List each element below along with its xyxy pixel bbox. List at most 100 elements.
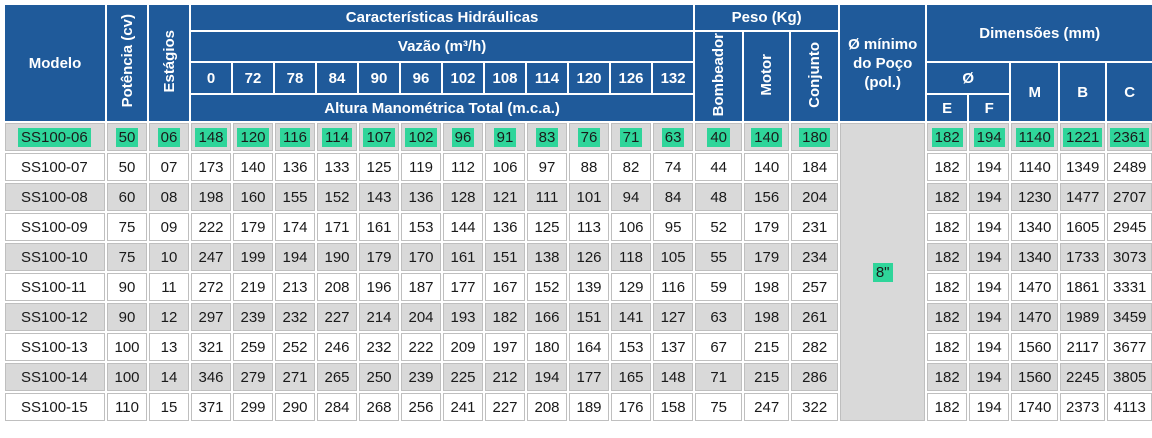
head-cell: 198 <box>191 183 231 211</box>
dimension-cell: 2117 <box>1060 333 1106 361</box>
head-cell-value: 232 <box>366 338 392 356</box>
model-cell: SS100-15 <box>5 393 105 421</box>
dimension-cell-value: 3805 <box>1113 368 1147 386</box>
head-cell-value: 290 <box>282 398 308 416</box>
stages-cell-value: 09 <box>160 218 178 236</box>
power-cell: 75 <box>107 243 147 271</box>
dimension-cell: 3073 <box>1107 243 1152 271</box>
model-cell-value: SS100-06 <box>18 127 91 147</box>
head-cell: 232 <box>359 333 399 361</box>
head-cell: 101 <box>569 183 609 211</box>
weight-cell-value: 63 <box>710 308 728 326</box>
head-cell: 136 <box>275 153 315 181</box>
dimension-cell-value: 182 <box>934 398 960 416</box>
dimension-cell-value: 1349 <box>1066 158 1100 176</box>
dimension-cell-value: 3677 <box>1113 338 1147 356</box>
power-cell-value: 50 <box>115 127 139 147</box>
head-cell-value: 247 <box>198 248 224 266</box>
head-cell: 196 <box>359 273 399 301</box>
head-cell: 83 <box>527 123 567 151</box>
head-cell: 91 <box>485 123 525 151</box>
head-cell: 297 <box>191 303 231 331</box>
weight-cell-value: 215 <box>754 368 780 386</box>
head-cell: 121 <box>485 183 525 211</box>
head-cell-value: 126 <box>576 248 602 266</box>
head-cell: 194 <box>275 243 315 271</box>
weight-cell-value: 282 <box>802 338 828 356</box>
flow-rate-header: 132 <box>653 63 694 93</box>
head-cell-value: 91 <box>493 127 517 147</box>
table-body: SS100-06 50 06 148 120 116 114 107 102 96 91 83 76 71… <box>5 123 1152 421</box>
weight-cell: 179 <box>744 243 790 271</box>
weight-cell-value: 59 <box>710 278 728 296</box>
head-cell: 225 <box>443 363 483 391</box>
head-cell-value: 74 <box>664 158 682 176</box>
dimension-cell-value: 182 <box>934 308 960 326</box>
header-potencia-label: Potência (cv) <box>118 14 136 108</box>
weight-cell-value: 247 <box>754 398 780 416</box>
stages-cell: 08 <box>149 183 189 211</box>
dimension-cell-value: 4113 <box>1113 398 1146 416</box>
head-cell-value: 167 <box>492 278 518 296</box>
head-cell-value: 140 <box>240 158 266 176</box>
head-cell: 271 <box>275 363 315 391</box>
dimension-cell: 1140 <box>1011 153 1059 181</box>
weight-cell-value: 184 <box>802 158 828 176</box>
stages-cell-value: 07 <box>160 158 178 176</box>
head-cell: 148 <box>653 363 694 391</box>
head-cell: 208 <box>317 273 357 301</box>
head-cell-value: 127 <box>660 308 686 326</box>
head-cell: 222 <box>191 213 231 241</box>
weight-cell: 180 <box>791 123 839 151</box>
dimension-cell-value: 194 <box>976 338 1002 356</box>
power-cell-value: 90 <box>118 308 136 326</box>
head-cell: 113 <box>569 213 609 241</box>
weight-cell: 282 <box>791 333 839 361</box>
model-cell: SS100-11 <box>5 273 105 301</box>
power-cell-value: 90 <box>118 278 136 296</box>
head-cell-value: 250 <box>366 368 392 386</box>
weight-cell: 44 <box>695 153 743 181</box>
weight-cell: 261 <box>791 303 839 331</box>
dimension-cell: 1349 <box>1060 153 1106 181</box>
head-cell: 96 <box>443 123 483 151</box>
head-cell-value: 136 <box>408 188 434 206</box>
dimension-cell: 194 <box>969 153 1010 181</box>
head-cell-value: 116 <box>280 127 310 147</box>
head-cell-value: 106 <box>492 158 518 176</box>
head-cell: 160 <box>233 183 273 211</box>
flow-rate-header: 126 <box>611 63 651 93</box>
head-cell: 239 <box>233 303 273 331</box>
head-cell: 199 <box>233 243 273 271</box>
dimension-cell-value: 182 <box>934 158 960 176</box>
table-row: SS100-14 100 14 346 279 271 265 250 239 225 212 194… <box>5 363 1152 391</box>
power-cell: 90 <box>107 273 147 301</box>
dimension-cell-value: 2245 <box>1066 368 1100 386</box>
header-motor: Motor <box>744 32 790 121</box>
head-cell-value: 171 <box>324 218 350 236</box>
dimension-cell-value: 1470 <box>1018 308 1052 326</box>
head-cell-value: 112 <box>451 158 475 176</box>
stages-cell: 13 <box>149 333 189 361</box>
head-cell: 114 <box>317 123 357 151</box>
weight-cell: 52 <box>695 213 743 241</box>
weight-cell-value: 156 <box>754 188 780 206</box>
dimension-cell-value: 1340 <box>1018 248 1052 266</box>
dimension-cell-value: 194 <box>976 188 1002 206</box>
weight-cell-value: 257 <box>802 278 828 296</box>
head-cell-value: 148 <box>660 368 686 386</box>
min-well-value: 8" <box>872 262 893 282</box>
stages-cell-value: 13 <box>160 338 178 356</box>
dimension-cell-value: 194 <box>976 248 1002 266</box>
head-cell-value: 144 <box>450 218 476 236</box>
dimension-cell-value: 194 <box>976 368 1002 386</box>
weight-cell: 184 <box>791 153 839 181</box>
header-estagios-label: Estágios <box>160 29 178 93</box>
head-cell-value: 152 <box>534 278 560 296</box>
head-cell: 227 <box>485 393 525 421</box>
flow-rate-header: 120 <box>569 63 609 93</box>
header-vazao: Vazão (m³/h) <box>191 32 694 61</box>
header-altura: Altura Manométrica Total (m.c.a.) <box>191 95 694 121</box>
stages-cell-value: 15 <box>160 398 178 416</box>
head-cell-value: 190 <box>324 248 350 266</box>
